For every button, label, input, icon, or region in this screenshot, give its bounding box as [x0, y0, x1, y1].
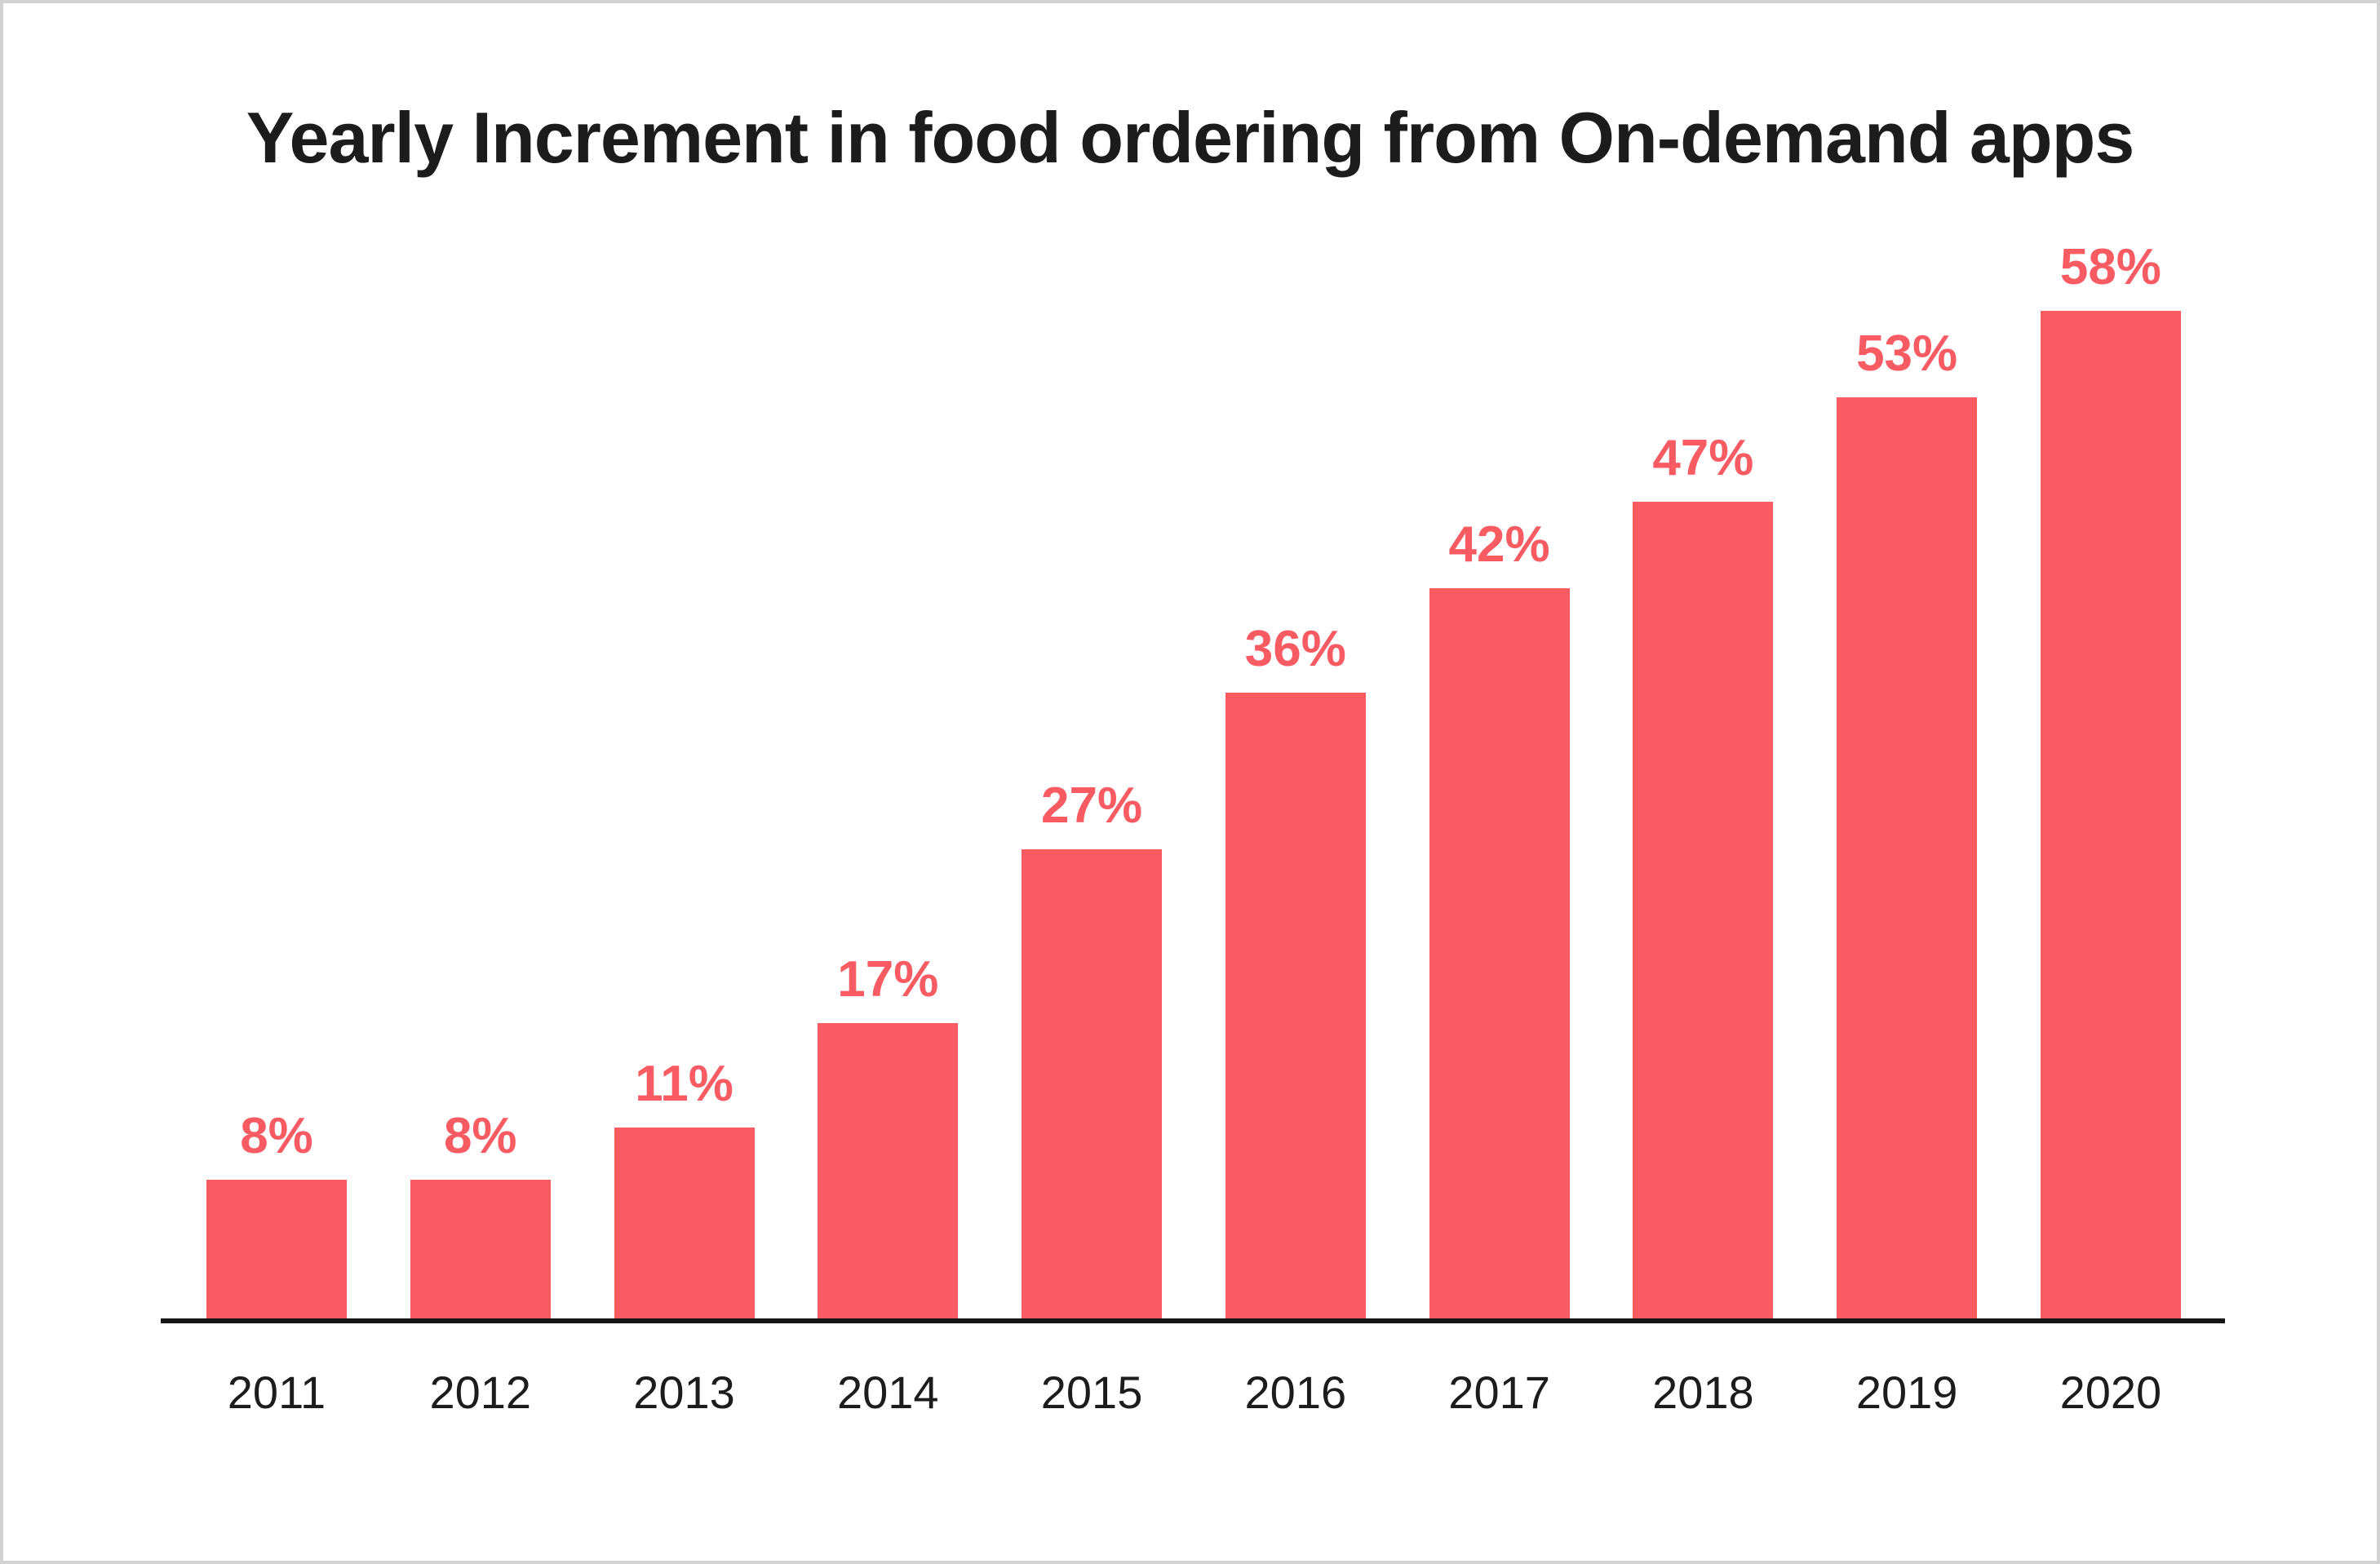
bar-2016 — [1225, 693, 1366, 1318]
bar-column-2012: 8% — [410, 1107, 551, 1318]
bar-value-label-2015: 27% — [1041, 778, 1143, 834]
bar-2014 — [818, 1023, 959, 1318]
x-tick-label-2014: 2014 — [837, 1367, 939, 1418]
x-tick-label-2013: 2013 — [633, 1367, 735, 1418]
bar-value-label-2012: 8% — [443, 1108, 517, 1164]
x-tick-label-2018: 2018 — [1652, 1367, 1754, 1418]
x-axis-tick-labels: 2011 2012 2013 2014 2015 2016 2017 2018 2019 2020 — [206, 1367, 2181, 1419]
x-tick-label-2012: 2012 — [429, 1367, 532, 1418]
bar-2020 — [2040, 311, 2181, 1318]
bar-value-label-2014: 17% — [837, 951, 939, 1008]
chart-title: Yearly Increment in food ordering from O… — [246, 97, 2135, 178]
bar-2018 — [1633, 502, 1774, 1318]
bar-value-label-2016: 36% — [1244, 621, 1346, 677]
bar-column-2015: 27% — [1022, 777, 1163, 1318]
bar-2019 — [1837, 397, 1978, 1318]
bar-2015 — [1022, 849, 1163, 1318]
bar-value-label-2019: 53% — [1856, 326, 1958, 382]
bar-column-2019: 53% — [1837, 325, 1978, 1318]
bar-column-2013: 11% — [614, 1055, 755, 1318]
bar-value-label-2020: 58% — [2059, 239, 2161, 295]
bar-column-2011: 8% — [206, 1107, 347, 1318]
bar-value-label-2017: 42% — [1448, 516, 1550, 573]
x-tick-label-2011: 2011 — [227, 1367, 326, 1418]
x-tick-label-2017: 2017 — [1448, 1367, 1550, 1418]
x-tick-label-2020: 2020 — [2059, 1367, 2162, 1418]
bars-row: 8% 8% 11% 17% 27% 36% 42% 47% 53% 58% — [206, 238, 2181, 1318]
bar-2017 — [1429, 588, 1570, 1318]
bar-value-label-2011: 8% — [240, 1108, 313, 1164]
x-axis-line — [161, 1318, 2225, 1323]
bar-value-label-2018: 47% — [1652, 430, 1754, 486]
bar-column-2018: 47% — [1633, 429, 1774, 1318]
bar-value-label-2013: 11% — [635, 1056, 734, 1112]
bar-column-2014: 17% — [818, 950, 959, 1318]
x-tick-label-2015: 2015 — [1040, 1367, 1143, 1418]
x-tick-label-2019: 2019 — [1855, 1367, 1958, 1418]
bar-2011 — [206, 1180, 347, 1318]
x-tick-label-2016: 2016 — [1244, 1367, 1347, 1418]
bar-2012 — [410, 1180, 551, 1318]
bar-2013 — [614, 1128, 755, 1318]
bar-column-2020: 58% — [2040, 238, 2181, 1318]
bar-column-2017: 42% — [1429, 516, 1570, 1318]
bar-column-2016: 36% — [1225, 620, 1366, 1318]
